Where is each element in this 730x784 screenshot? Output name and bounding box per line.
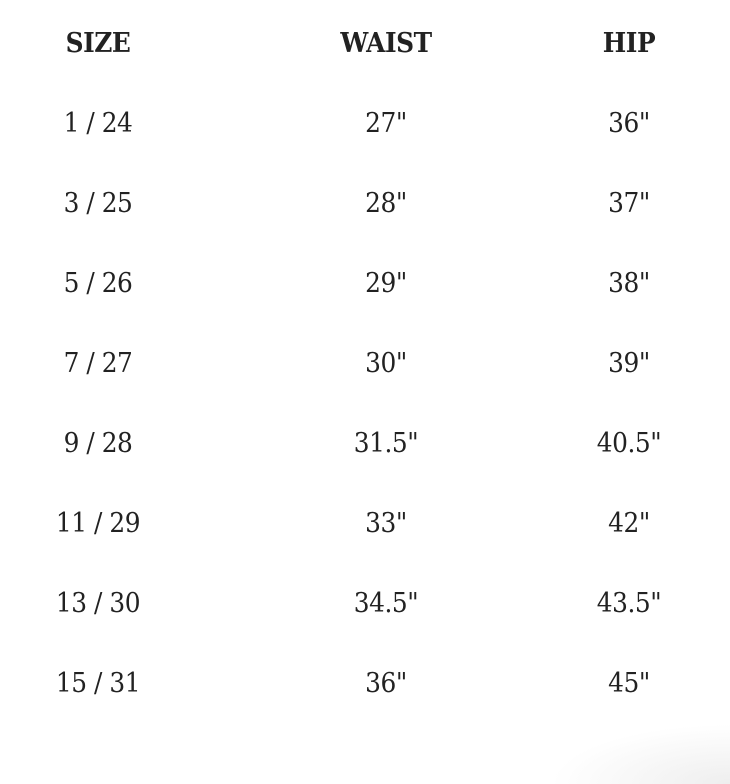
cell-waist: 33" bbox=[365, 508, 407, 539]
cell-size: 3 / 25 bbox=[63, 188, 133, 219]
cell-waist: 28" bbox=[365, 188, 407, 219]
table-row: 15 / 31 36" 45" bbox=[0, 664, 730, 704]
cell-waist: 27" bbox=[365, 108, 407, 139]
cell-hip: 45" bbox=[608, 668, 650, 699]
table-header-row: SIZE WAIST HIP bbox=[0, 24, 730, 64]
cell-hip: 40.5" bbox=[596, 428, 662, 459]
corner-shadow bbox=[550, 724, 730, 784]
table-row: 11 / 29 33" 42" bbox=[0, 504, 730, 544]
cell-size: 13 / 30 bbox=[55, 588, 141, 619]
header-size: SIZE bbox=[65, 28, 131, 59]
cell-size: 9 / 28 bbox=[63, 428, 133, 459]
table-row: 1 / 24 27" 36" bbox=[0, 104, 730, 144]
cell-waist: 31.5" bbox=[353, 428, 419, 459]
header-hip: HIP bbox=[602, 28, 656, 59]
cell-size: 1 / 24 bbox=[63, 108, 133, 139]
cell-size: 15 / 31 bbox=[55, 668, 141, 699]
cell-waist: 29" bbox=[365, 268, 407, 299]
cell-size: 7 / 27 bbox=[63, 348, 133, 379]
cell-size: 5 / 26 bbox=[63, 268, 133, 299]
table-row: 13 / 30 34.5" 43.5" bbox=[0, 584, 730, 624]
table-row: 3 / 25 28" 37" bbox=[0, 184, 730, 224]
cell-waist: 34.5" bbox=[353, 588, 419, 619]
table-row: 5 / 26 29" 38" bbox=[0, 264, 730, 304]
cell-waist: 30" bbox=[365, 348, 407, 379]
cell-hip: 38" bbox=[608, 268, 650, 299]
cell-hip: 42" bbox=[608, 508, 650, 539]
cell-hip: 37" bbox=[608, 188, 650, 219]
cell-hip: 39" bbox=[608, 348, 650, 379]
cell-size: 11 / 29 bbox=[55, 508, 141, 539]
header-waist: WAIST bbox=[340, 28, 432, 59]
cell-waist: 36" bbox=[365, 668, 407, 699]
cell-hip: 36" bbox=[608, 108, 650, 139]
table-row: 7 / 27 30" 39" bbox=[0, 344, 730, 384]
table-row: 9 / 28 31.5" 40.5" bbox=[0, 424, 730, 464]
cell-hip: 43.5" bbox=[596, 588, 662, 619]
